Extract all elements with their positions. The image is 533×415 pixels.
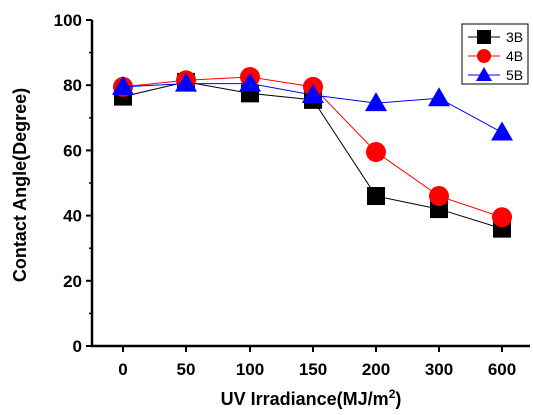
y-axis-ticks: 0 20 40 60 80 100 <box>54 11 92 356</box>
legend-item-3b: 3B <box>468 29 523 45</box>
x-tick-label: 50 <box>177 360 196 379</box>
y-tick-label: 60 <box>63 141 82 160</box>
data-point-5b <box>491 121 513 141</box>
data-point-5b <box>365 92 387 112</box>
data-point-4b <box>429 186 449 207</box>
x-tick-label: 600 <box>488 360 516 379</box>
y-tick-label: 0 <box>73 337 82 356</box>
legend-label: 3B <box>506 29 523 45</box>
x-axis-title-main: UV Irradiance(MJ/m <box>221 389 389 409</box>
y-tick-label: 20 <box>63 272 82 291</box>
y-tick-label: 40 <box>63 207 82 226</box>
data-point-5b <box>239 72 261 92</box>
legend-box <box>461 23 529 85</box>
x-tick-label: 200 <box>362 360 390 379</box>
y-axis-title: Contact Angle(Degree) <box>10 88 30 282</box>
data-point-3b <box>367 187 385 206</box>
legend: 3B 4B 5B <box>461 23 529 85</box>
series-5b <box>112 72 513 141</box>
x-axis-ticks: 0 50 100 150 200 300 600 <box>118 346 516 379</box>
data-point-5b <box>302 83 324 103</box>
data-point-5b <box>175 72 197 92</box>
x-axis-title-superscript: 2 <box>389 387 396 401</box>
y-tick-label: 100 <box>54 11 82 30</box>
data-point-4b <box>366 142 386 163</box>
legend-label: 5B <box>506 67 523 83</box>
x-axis-title: UV Irradiance(MJ/m2) <box>221 387 402 409</box>
legend-item-4b: 4B <box>468 48 523 64</box>
legend-marker <box>476 67 492 81</box>
data-point-5b <box>428 87 450 107</box>
legend-label: 4B <box>506 48 523 64</box>
data-point-4b <box>492 207 512 228</box>
x-tick-label: 0 <box>118 360 127 379</box>
series-layer <box>112 67 513 238</box>
x-tick-label: 300 <box>425 360 453 379</box>
y-tick-label: 80 <box>63 76 82 95</box>
x-axis-title-suffix: ) <box>395 389 401 409</box>
legend-item-5b: 5B <box>468 67 523 83</box>
x-tick-label: 100 <box>236 360 264 379</box>
x-tick-label: 150 <box>299 360 327 379</box>
legend-marker <box>477 30 491 44</box>
legend-marker <box>477 49 491 63</box>
data-point-5b <box>112 75 134 95</box>
